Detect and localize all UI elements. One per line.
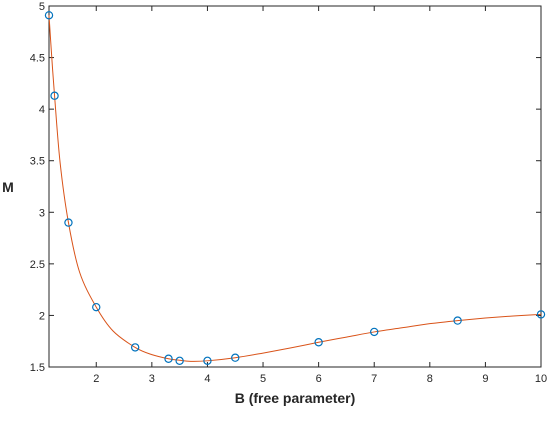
y-tick-label: 2: [39, 310, 45, 322]
x-tick-label: 10: [535, 373, 547, 385]
y-tick-label: 3.5: [30, 156, 45, 168]
data-point-marker: [370, 327, 379, 337]
data-point-marker: [50, 91, 59, 100]
x-tick-label: 7: [371, 373, 377, 385]
y-tick-label: 5: [39, 1, 45, 13]
y-tick-label: 4: [39, 104, 45, 116]
data-point-marker: [175, 356, 184, 366]
x-tick-label: 4: [204, 373, 210, 385]
x-tick-label: 2: [93, 373, 99, 385]
data-point-marker: [164, 354, 173, 363]
plot-area: [48, 5, 542, 368]
y-tick-label: 2.5: [30, 259, 45, 271]
x-tick-label: 5: [260, 373, 266, 385]
x-tick-label: 6: [316, 373, 322, 385]
y-tick-label: 3: [39, 207, 45, 219]
data-point-marker: [314, 338, 323, 347]
data-point-marker: [130, 343, 140, 352]
y-axis-title: M: [2, 179, 14, 195]
data-point-marker: [92, 302, 101, 312]
x-axis-title: B (free parameter): [235, 390, 356, 406]
x-tick-label: 3: [149, 373, 155, 385]
data-point-marker: [231, 353, 240, 362]
y-axis-ticks: 1.5 2 2.5 3 3.5 4 4.5 5: [30, 1, 541, 374]
x-tick-label: 9: [482, 373, 488, 385]
data-markers-layer: [44, 11, 546, 366]
fit-curve: [48, 15, 542, 362]
y-tick-label: 4.5: [30, 53, 45, 65]
data-point-marker: [64, 218, 73, 227]
x-tick-label: 8: [427, 373, 433, 385]
y-tick-label: 1.5: [30, 362, 45, 374]
fit-curve-layer: [48, 15, 542, 362]
data-point-marker: [453, 316, 462, 325]
data-point-marker: [203, 356, 212, 366]
data-point-marker: [44, 11, 54, 20]
data-point-marker: [536, 310, 546, 319]
